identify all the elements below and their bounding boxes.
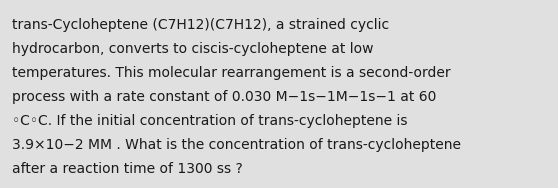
Text: trans-Cycloheptene (C7H12)(C7H12), a strained cyclic: trans-Cycloheptene (C7H12)(C7H12), a str… — [12, 18, 389, 32]
Text: process with a rate constant of 0.030 M−1s−1M−1s−1 at 60: process with a rate constant of 0.030 M−… — [12, 90, 436, 104]
Text: ◦C◦C. If the initial concentration of trans-cycloheptene is: ◦C◦C. If the initial concentration of tr… — [12, 114, 407, 128]
Text: temperatures. This molecular rearrangement is a second-order: temperatures. This molecular rearrangeme… — [12, 66, 451, 80]
Text: 3.9×10−2 MM . What is the concentration of trans-cycloheptene: 3.9×10−2 MM . What is the concentration … — [12, 138, 461, 152]
Text: hydrocarbon, converts to ciscis-cycloheptene at low: hydrocarbon, converts to ciscis-cyclohep… — [12, 42, 373, 56]
Text: after a reaction time of 1300 ss ?: after a reaction time of 1300 ss ? — [12, 162, 243, 176]
